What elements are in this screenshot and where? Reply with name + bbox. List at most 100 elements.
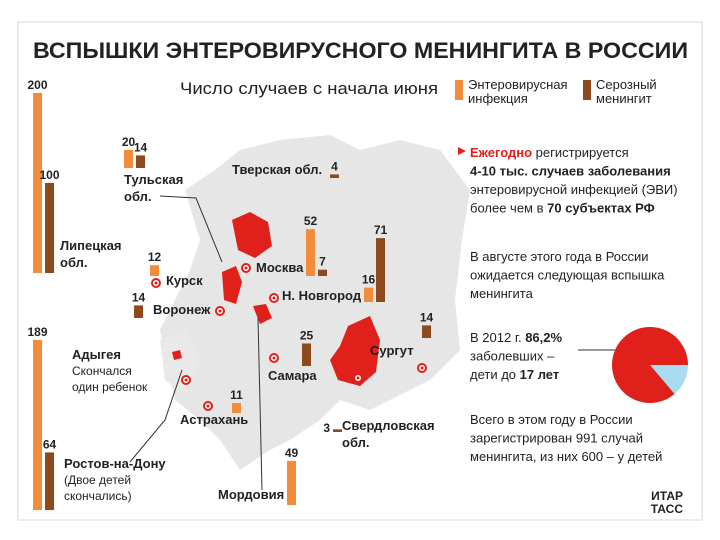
note-line: 4-10 тыс. случаев заболевания (470, 164, 671, 179)
region-tver (232, 212, 272, 258)
value-label: 4 (331, 159, 338, 173)
note-segment: энтеровирусной инфекцией (ЭВИ) (470, 182, 678, 197)
region-note: скончались) (64, 489, 132, 503)
legend-label: менингит (596, 91, 652, 106)
value-label: 14 (134, 140, 148, 154)
region-label: Мордовия (218, 487, 284, 502)
region-label: Липецкая (60, 238, 122, 253)
note-segment: Ежегодно (470, 145, 532, 160)
note-line: Всего в этом году в России (470, 412, 633, 427)
bar (33, 93, 42, 273)
note-line: ожидается следующая вспышка (470, 268, 665, 283)
region: 11 Астрахань (180, 388, 248, 427)
note-segment: дети до (470, 367, 520, 382)
value-label: 3 (323, 421, 330, 435)
note-segment: менингита (470, 286, 534, 301)
note-line: менингита (470, 286, 534, 301)
value-label: 25 (300, 329, 314, 343)
value-label: 14 (420, 310, 434, 324)
value-label: 20 (122, 135, 136, 149)
value-label: 12 (148, 250, 162, 264)
note-segment: 17 лет (520, 367, 560, 382)
region: 3 Свердловская обл. (323, 373, 435, 450)
value-label: 189 (27, 325, 47, 339)
region: 16 71 Н. Новгород (269, 223, 388, 303)
region-sverdlovsk (330, 316, 380, 386)
city-dot-center (218, 309, 222, 313)
bar (150, 265, 159, 276)
note-line: менингита, из них 600 – у детей (470, 449, 662, 464)
note-segment: В 2012 г. (470, 330, 525, 345)
bar (306, 229, 315, 276)
city-dot-center (272, 296, 276, 300)
logo-text: ТАСС (651, 502, 684, 516)
region-label: Тверская обл. (232, 162, 322, 177)
value-label: 200 (27, 78, 47, 92)
value-label: 100 (39, 168, 59, 182)
bar (136, 155, 145, 168)
city-dot-center (420, 366, 424, 370)
value-label: 11 (230, 388, 243, 402)
region: 4 Тверская обл. (232, 159, 339, 178)
bar (302, 343, 311, 366)
region-label: Тульская (124, 172, 183, 187)
region-label: Ростов-на-Дону (64, 456, 166, 471)
region-mordovia (253, 304, 272, 324)
note-line: Ежегодно регистрируется (470, 145, 629, 160)
bar (134, 305, 143, 318)
note-segment: более чем в (470, 201, 547, 216)
region-label: обл. (342, 435, 370, 450)
note-line: заболевших – (470, 349, 555, 364)
city-dot-center (244, 266, 248, 270)
note-segment: 4-10 тыс. случаев заболевания (470, 164, 671, 179)
note-segment: В августе этого года в России (470, 249, 649, 264)
region: 200 100 Липецкая обл. (27, 78, 122, 273)
note-segment: 86,2% (525, 330, 562, 345)
note-segment: менингита, из них 600 – у детей (470, 449, 662, 464)
region: 14 Воронеж (132, 290, 225, 318)
bullet (458, 147, 466, 155)
region-moscow (222, 266, 242, 304)
region-note: один ребенок (72, 380, 148, 394)
note-line: дети до 17 лет (470, 367, 559, 382)
region-label: Адыгея (72, 347, 121, 362)
logo-text: ИТАР (651, 489, 683, 503)
note-segment: регистрируется (532, 145, 629, 160)
note-line: зарегистрирован 991 случай (470, 431, 643, 446)
bar (422, 325, 431, 338)
bar (330, 174, 339, 178)
city-dot-center (154, 281, 158, 285)
legend-swatch (455, 80, 463, 100)
legend-label: Серозный (596, 77, 657, 92)
note-segment: заболевших – (470, 349, 555, 364)
value-label: 14 (132, 290, 146, 304)
value-label: 71 (374, 223, 388, 237)
note-segment: 70 субъектах РФ (547, 201, 655, 216)
region: 14 Сургут (370, 310, 434, 373)
value-label: 7 (319, 255, 326, 269)
city-dot-center (184, 378, 188, 382)
region-label: обл. (124, 189, 152, 204)
legend-swatch (583, 80, 591, 100)
note-line: В 2012 г. 86,2% (470, 330, 563, 345)
region-label: Сургут (370, 343, 414, 358)
city-dot-center (272, 356, 276, 360)
note-segment: ожидается следующая вспышка (470, 268, 665, 283)
legend-label: инфекция (468, 91, 528, 106)
region: 52 7 Москва (241, 214, 327, 276)
region-label: Воронеж (153, 302, 211, 317)
leader-line (257, 317, 263, 491)
region-label: обл. (60, 255, 88, 270)
region-label: Свердловская (342, 418, 435, 433)
region-adygea (172, 350, 182, 360)
region-note: (Двое детей (64, 473, 131, 487)
city-dot-center (356, 376, 360, 380)
note-segment: Всего в этом году в России (470, 412, 633, 427)
bar (45, 183, 54, 273)
pie-slice (612, 327, 688, 404)
region-note: Скончался (72, 364, 132, 378)
bar (287, 460, 296, 505)
value-label: 49 (285, 446, 299, 460)
title: ВСПЫШКИ ЭНТЕРОВИРУСНОГО МЕНИНГИТА В РОСС… (33, 38, 688, 63)
